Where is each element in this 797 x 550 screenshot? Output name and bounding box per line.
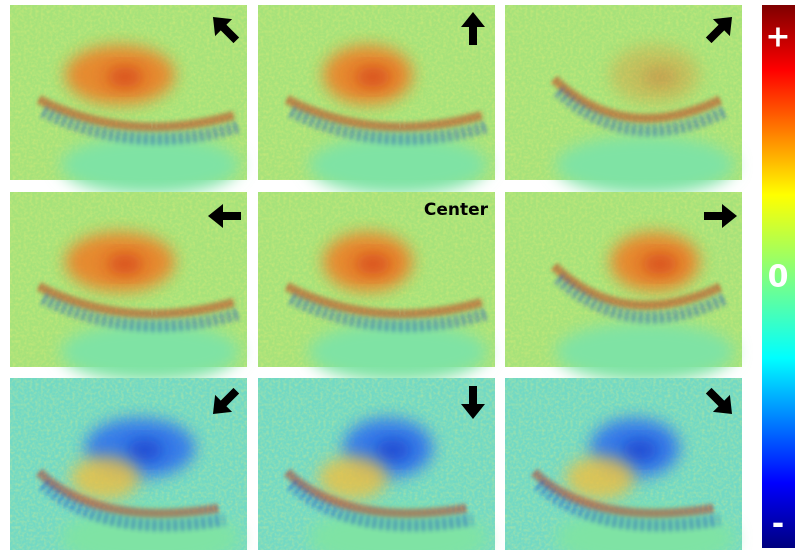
heatmap-panel xyxy=(258,378,495,550)
lid-core xyxy=(642,67,678,87)
lid-core xyxy=(355,254,391,274)
heatmap-panel xyxy=(258,5,495,195)
lower-face xyxy=(60,135,240,195)
lid-core xyxy=(375,440,411,460)
lower-face xyxy=(60,322,240,382)
lower-face xyxy=(308,322,488,382)
lid-core xyxy=(622,440,658,460)
lower-face xyxy=(308,135,488,195)
inner-blob xyxy=(318,456,388,500)
panels xyxy=(10,5,742,550)
heatmap-panel xyxy=(10,5,247,195)
inner-blob xyxy=(565,456,635,500)
heatmap-panel xyxy=(258,192,495,382)
heatmap-panel xyxy=(10,192,247,382)
lid-core xyxy=(355,67,391,87)
heatmap-panel xyxy=(505,5,742,195)
heatmap-panel xyxy=(505,192,742,382)
colorbar-max-label: + xyxy=(765,20,790,55)
heatmap-panel xyxy=(505,378,742,550)
center-label: Center xyxy=(424,200,489,220)
inner-blob xyxy=(70,456,140,500)
lower-face xyxy=(555,135,735,195)
colorbar-mid-label: 0 xyxy=(768,260,789,295)
lower-face xyxy=(555,322,735,382)
heatmap-panel xyxy=(10,378,247,550)
colorbar-min-label: - xyxy=(772,507,784,542)
figure: Center + 0 - xyxy=(0,0,797,550)
lid-core xyxy=(107,254,143,274)
lid-core xyxy=(642,254,678,274)
lid-core xyxy=(127,440,163,460)
lid-core xyxy=(107,67,143,87)
